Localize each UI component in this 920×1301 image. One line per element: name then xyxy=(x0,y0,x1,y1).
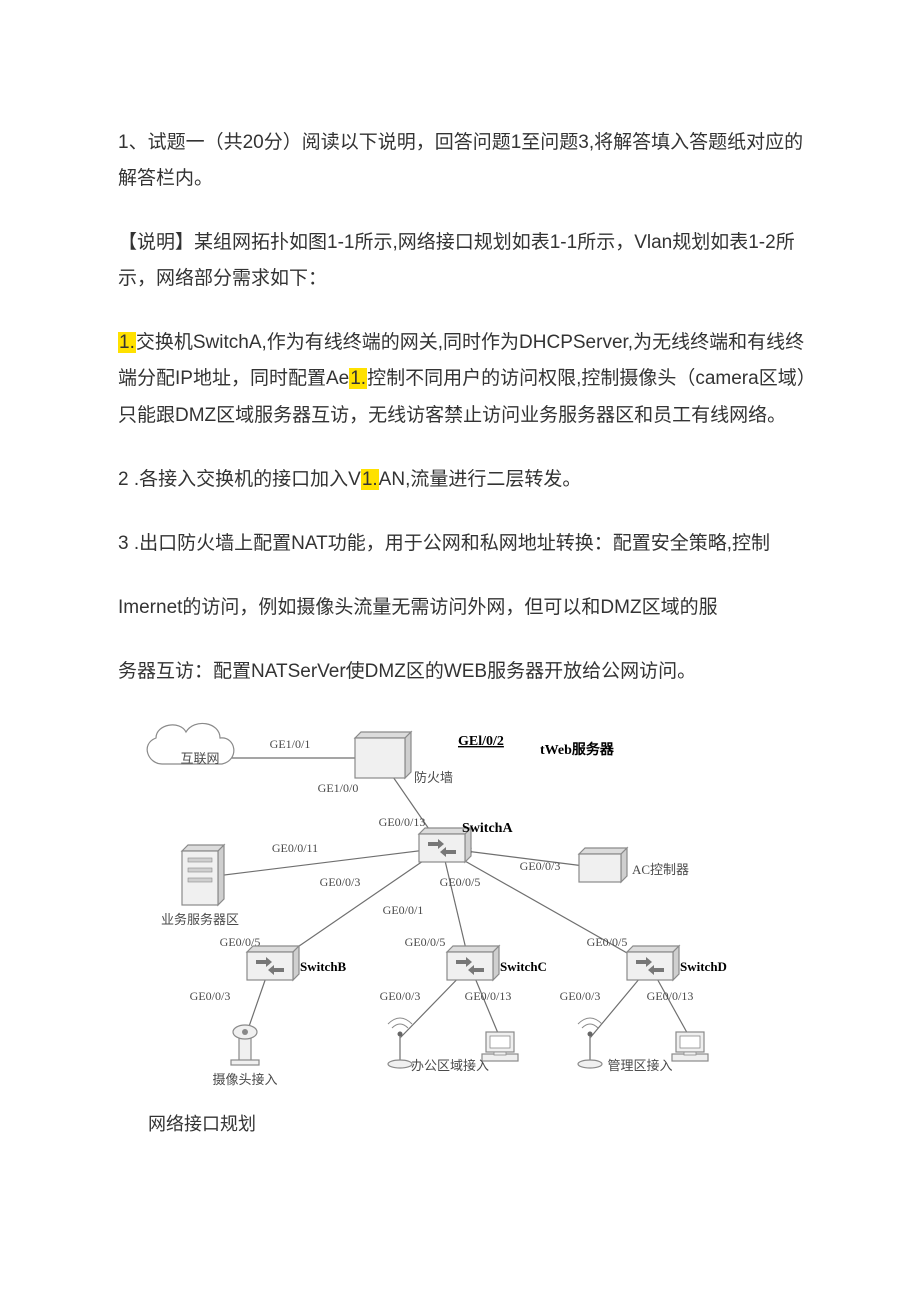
svg-text:互联网: 互联网 xyxy=(180,751,219,766)
svg-text:SwitchD: SwitchD xyxy=(680,959,727,974)
svg-text:办公区域接入: 办公区域接入 xyxy=(411,1058,489,1073)
svg-text:GE0/0/3: GE0/0/3 xyxy=(320,875,361,889)
svg-text:SwitchC: SwitchC xyxy=(500,959,547,974)
p6-text: Imernet的访问，例如摄像头流量无需访问外网，但可以和DMZ区域的服 xyxy=(118,597,718,618)
svg-text:防火墙: 防火墙 xyxy=(414,770,453,785)
svg-text:SwitchB: SwitchB xyxy=(300,959,347,974)
svg-text:GEl/0/2: GEl/0/2 xyxy=(458,734,504,749)
paragraph-6: Imernet的访问，例如摄像头流量无需访问外网，但可以和DMZ区域的服 xyxy=(118,590,810,626)
svg-text:tWeb服务器: tWeb服务器 xyxy=(540,741,615,758)
svg-text:AC控制器: AC控制器 xyxy=(632,862,689,877)
svg-text:GE0/0/5: GE0/0/5 xyxy=(405,935,446,949)
svg-text:GE0/0/5: GE0/0/5 xyxy=(440,875,481,889)
svg-text:摄像头接入: 摄像头接入 xyxy=(212,1072,277,1087)
p3-highlight-1: 1. xyxy=(118,332,136,353)
diagram-caption: 网络接口规划 xyxy=(148,1107,810,1141)
paragraph-7: 务器互访：配置NATSerVer使DMZ区的WEB服务器开放给公网访问。 xyxy=(118,654,810,690)
network-diagram: GE1/0/1GE1/0/0GE0/0/13GE0/0/11GE0/0/8GE0… xyxy=(140,718,810,1101)
p4-highlight-1: 1. xyxy=(361,469,379,490)
p2-text: 【说明】某组网拓扑如图1-1所示,网络接口规划如表1-1所示，Vlan规划如表1… xyxy=(118,232,795,289)
paragraph-3: 1.交换机SwitchA,作为有线终端的网关,同时作为DHCPServer,为无… xyxy=(118,325,810,433)
svg-text:GE0/0/13: GE0/0/13 xyxy=(379,815,426,829)
svg-text:GE0/0/13: GE0/0/13 xyxy=(647,989,694,1003)
network-svg: GE1/0/1GE1/0/0GE0/0/13GE0/0/11GE0/0/8GE0… xyxy=(140,718,740,1088)
paragraph-4: 2 .各接入交换机的接口加入V1.AN,流量进行二层转发。 xyxy=(118,462,810,498)
p5-text: 3 .出口防火墙上配置NAT功能，用于公网和私网地址转换：配置安全策略,控制 xyxy=(118,533,770,554)
svg-text:GE1/0/0: GE1/0/0 xyxy=(318,781,359,795)
svg-text:GE0/0/3: GE0/0/3 xyxy=(520,859,561,873)
svg-text:GE0/0/3: GE0/0/3 xyxy=(190,989,231,1003)
p4-seg1: 2 .各接入交换机的接口加入V xyxy=(118,469,361,490)
svg-text:GE0/0/5: GE0/0/5 xyxy=(587,935,628,949)
svg-text:GE1/0/1: GE1/0/1 xyxy=(270,737,311,751)
svg-text:SwitchA: SwitchA xyxy=(462,821,513,836)
p1-text: 1、试题一（共20分）阅读以下说明，回答问题1至问题3,将解答填入答题纸对应的解… xyxy=(118,132,803,189)
paragraph-5: 3 .出口防火墙上配置NAT功能，用于公网和私网地址转换：配置安全策略,控制 xyxy=(118,526,810,562)
svg-text:GE0/0/3: GE0/0/3 xyxy=(380,989,421,1003)
paragraph-2: 【说明】某组网拓扑如图1-1所示,网络接口规划如表1-1所示，Vlan规划如表1… xyxy=(118,225,810,297)
p4-seg2: AN,流量进行二层转发。 xyxy=(379,469,582,490)
p7-text: 务器互访：配置NATSerVer使DMZ区的WEB服务器开放给公网访问。 xyxy=(118,661,696,682)
document-page: 1、试题一（共20分）阅读以下说明，回答问题1至问题3,将解答填入答题纸对应的解… xyxy=(0,0,920,1301)
svg-text:GE0/0/13: GE0/0/13 xyxy=(465,989,512,1003)
p3-highlight-2: 1. xyxy=(349,368,367,389)
svg-text:GE0/0/3: GE0/0/3 xyxy=(560,989,601,1003)
svg-text:GE0/0/1: GE0/0/1 xyxy=(383,903,424,917)
svg-text:业务服务器区: 业务服务器区 xyxy=(161,912,239,927)
paragraph-1: 1、试题一（共20分）阅读以下说明，回答问题1至问题3,将解答填入答题纸对应的解… xyxy=(118,125,810,197)
svg-text:GE0/0/11: GE0/0/11 xyxy=(272,841,318,855)
svg-text:管理区接入: 管理区接入 xyxy=(607,1058,672,1073)
